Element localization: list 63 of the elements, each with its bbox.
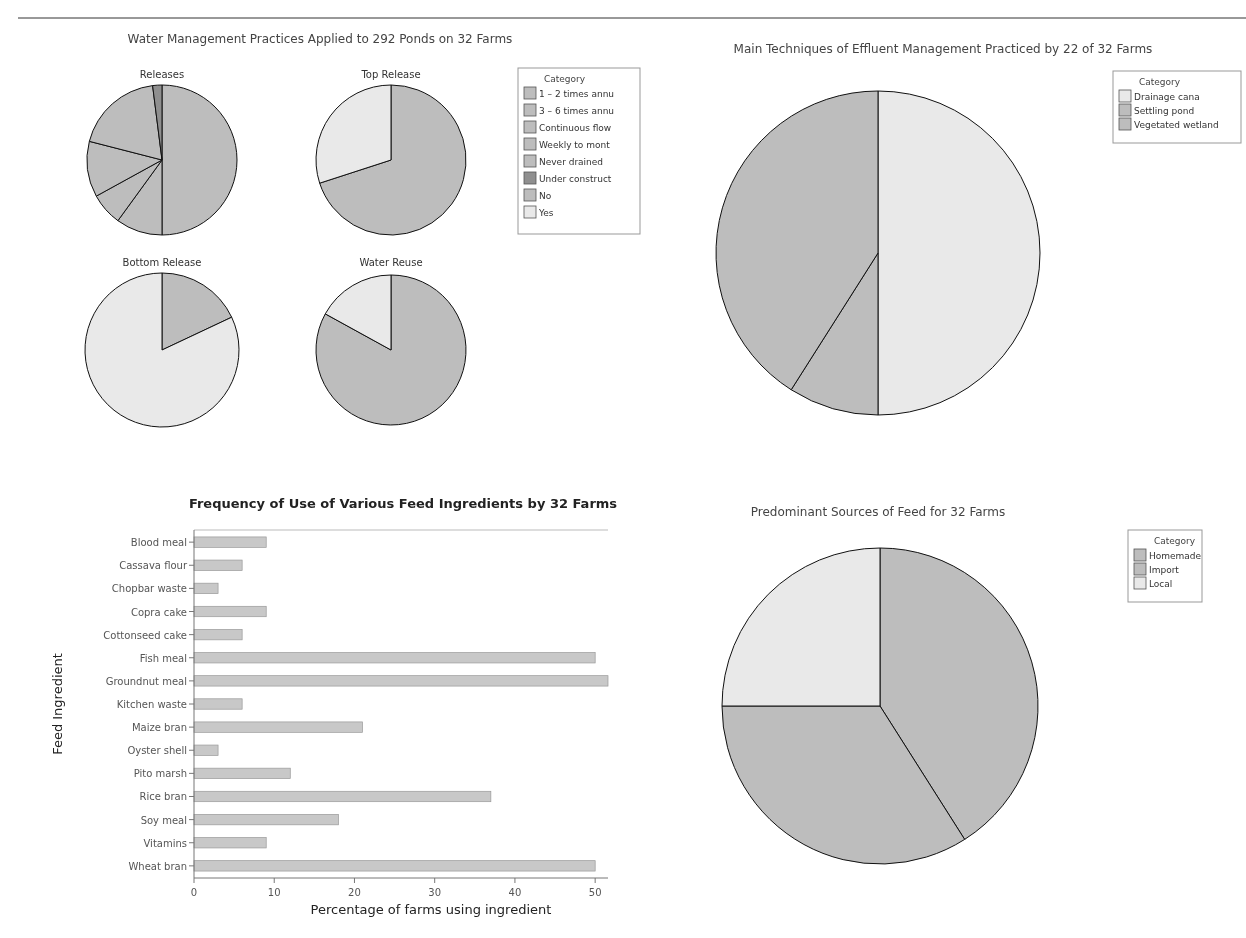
x-tick-label: 0 [190, 887, 198, 898]
y-tick-label: Cottonseed cake [103, 629, 187, 641]
y-tick-label: Kitchen waste [116, 699, 187, 710]
bar [193, 652, 596, 664]
bar [193, 837, 267, 849]
legend-label: 1 – 2 times annu [539, 89, 615, 99]
chart-title: Frequency of Use of Various Feed Ingredients by 32 Farms [188, 496, 618, 511]
legend-title: Category [1154, 536, 1196, 546]
bar [193, 675, 609, 687]
slice-label: Releases [139, 69, 185, 80]
y-tick-label: Soy meal [140, 814, 187, 826]
x-tick-label: 30 [428, 887, 442, 898]
bar [193, 536, 267, 548]
bar [193, 629, 243, 641]
bar [193, 582, 219, 594]
bar [193, 860, 596, 872]
y-tick-label: Oyster shell [127, 745, 187, 757]
bar [193, 744, 219, 756]
y-tick-label: Wheat bran [128, 860, 187, 872]
bar [193, 790, 492, 803]
legend-label: Import [1149, 565, 1180, 575]
slice-label: Top Release [360, 69, 421, 80]
x-tick-label: 10 [267, 887, 281, 898]
bar [193, 559, 243, 571]
y-tick-label: Groundnut meal [105, 675, 187, 687]
legend-label: Yes [538, 208, 554, 218]
y-tick-label: Maize bran [131, 722, 187, 734]
legend-title: Category [544, 74, 586, 84]
y-tick-label: Vitamins [143, 837, 187, 849]
chart-title: Predominant Sources of Feed for 32 Farms [750, 505, 1006, 519]
y-axis-title: Feed Ingredient [50, 653, 65, 755]
bar [193, 721, 363, 733]
x-tick-label: 50 [588, 887, 602, 898]
x-axis-title: Percentage of farms using ingredient [310, 902, 552, 917]
legend-label: Weekly to mont [539, 140, 611, 150]
bar [193, 605, 267, 618]
slice-label: Bottom Release [122, 257, 202, 268]
legend-label: Homemade [1149, 551, 1202, 561]
x-tick-label: 20 [348, 887, 361, 898]
legend-label: Local [1149, 579, 1173, 589]
legend-label: Drainage cana [1134, 92, 1200, 102]
legend-label: Vegetated wetland [1134, 120, 1219, 130]
legend-label: No [539, 191, 552, 201]
bar [193, 698, 243, 710]
chart-title: Main Techniques of Effluent Management Practiced by 22 of 32 Farms [733, 42, 1153, 56]
y-tick-label: Rice bran [139, 791, 187, 803]
y-tick-label: Fish meal [139, 652, 187, 664]
bar [193, 814, 339, 826]
y-tick-label: Copra cake [130, 606, 187, 618]
legend-label: 3 – 6 times annu [539, 106, 615, 116]
legend-label: Continuous flow [539, 123, 612, 133]
x-tick-label: 40 [508, 887, 522, 898]
legend-label: Settling pond [1134, 106, 1195, 116]
y-tick-label: Blood meal [130, 537, 187, 549]
legend-label: Under construct [539, 174, 612, 184]
y-tick-label: Cassava flour [119, 560, 188, 572]
legend-label: Never drained [539, 157, 604, 167]
slice-label: Water Reuse [359, 257, 423, 268]
chart-title: Water Management Practices Applied to 292 Ponds on 32 Farms [127, 32, 513, 46]
legend-title: Category [1139, 77, 1181, 87]
bar [193, 767, 291, 779]
y-tick-label: Pito marsh [133, 768, 187, 780]
y-tick-label: Chopbar waste [111, 583, 187, 595]
